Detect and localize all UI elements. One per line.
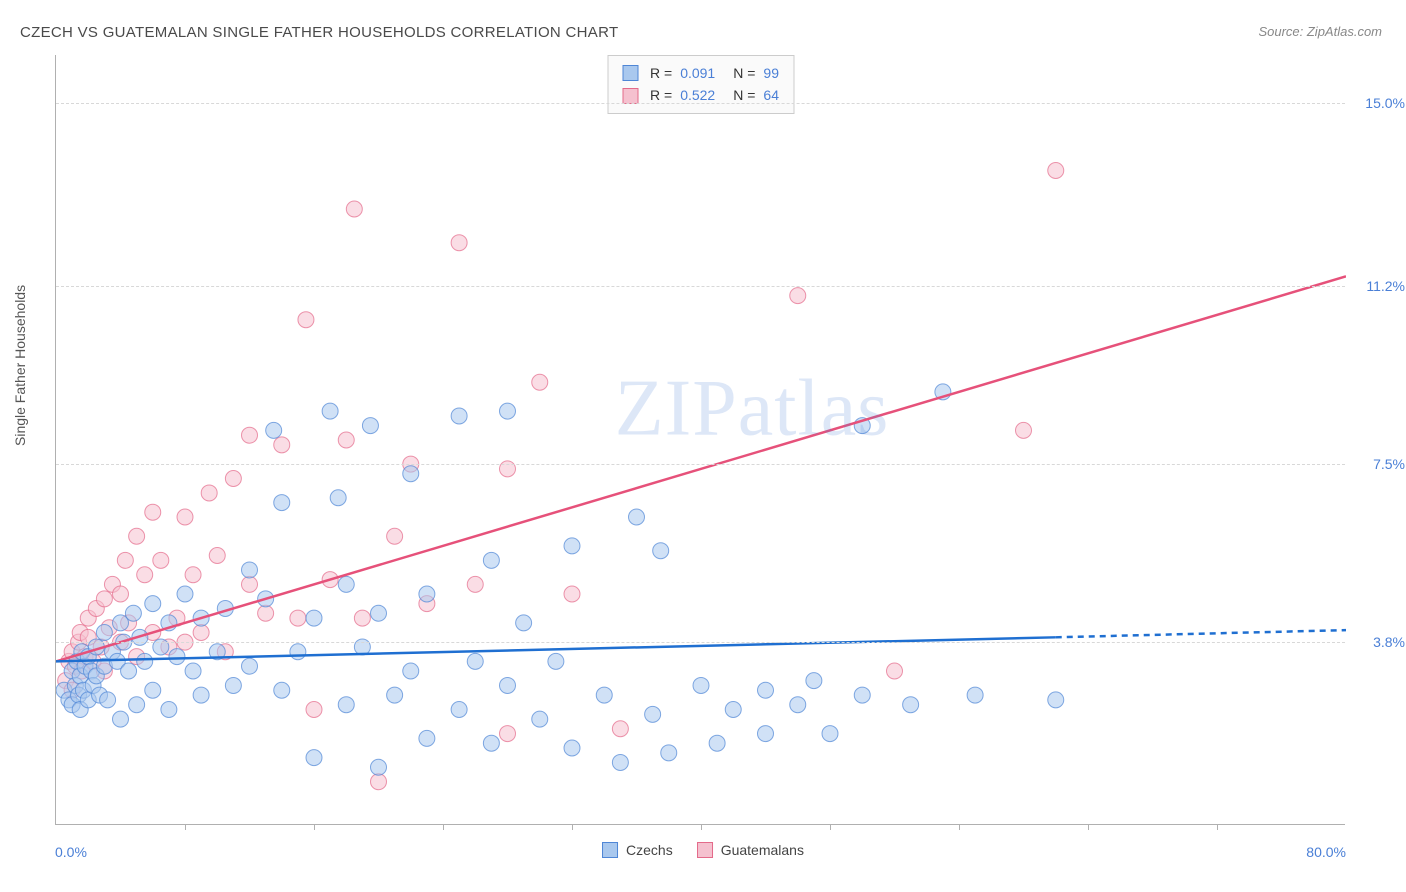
x-tick bbox=[185, 824, 186, 830]
legend-label-czech: Czechs bbox=[626, 842, 673, 858]
x-tick bbox=[1088, 824, 1089, 830]
scatter-svg bbox=[56, 55, 1346, 825]
r-label: R = bbox=[650, 62, 672, 84]
y-tick-label: 3.8% bbox=[1373, 634, 1405, 650]
x-axis-end-label: 80.0% bbox=[1306, 844, 1346, 860]
x-tick bbox=[959, 824, 960, 830]
legend-item-czech: Czechs bbox=[602, 842, 673, 858]
gridline bbox=[56, 464, 1345, 465]
swatch-czech bbox=[602, 842, 618, 858]
swatch-guat bbox=[622, 88, 638, 104]
x-tick bbox=[572, 824, 573, 830]
x-tick bbox=[701, 824, 702, 830]
gridline bbox=[56, 286, 1345, 287]
legend-row-czech: R = 0.091 N = 99 bbox=[622, 62, 779, 84]
gridline bbox=[56, 642, 1345, 643]
n-label: N = bbox=[733, 62, 755, 84]
swatch-czech bbox=[622, 65, 638, 81]
y-tick-label: 15.0% bbox=[1365, 95, 1405, 111]
y-tick-label: 11.2% bbox=[1366, 278, 1405, 294]
x-tick bbox=[443, 824, 444, 830]
n-value-czech: 99 bbox=[763, 62, 779, 84]
y-tick-label: 7.5% bbox=[1373, 456, 1405, 472]
plot-area: R = 0.091 N = 99 R = 0.522 N = 64 ZIPatl… bbox=[55, 55, 1345, 825]
x-tick bbox=[830, 824, 831, 830]
r-value-czech: 0.091 bbox=[680, 62, 715, 84]
x-tick bbox=[314, 824, 315, 830]
legend-item-guat: Guatemalans bbox=[697, 842, 804, 858]
correlation-legend: R = 0.091 N = 99 R = 0.522 N = 64 bbox=[607, 55, 794, 114]
chart-title: CZECH VS GUATEMALAN SINGLE FATHER HOUSEH… bbox=[20, 24, 618, 41]
legend-label-guat: Guatemalans bbox=[721, 842, 804, 858]
x-tick bbox=[1217, 824, 1218, 830]
y-axis-label: Single Father Households bbox=[12, 285, 28, 446]
gridline bbox=[56, 103, 1345, 104]
x-axis-start-label: 0.0% bbox=[55, 844, 87, 860]
series-legend: Czechs Guatemalans bbox=[602, 842, 804, 858]
swatch-guat bbox=[697, 842, 713, 858]
source-attribution: Source: ZipAtlas.com bbox=[1258, 24, 1382, 39]
